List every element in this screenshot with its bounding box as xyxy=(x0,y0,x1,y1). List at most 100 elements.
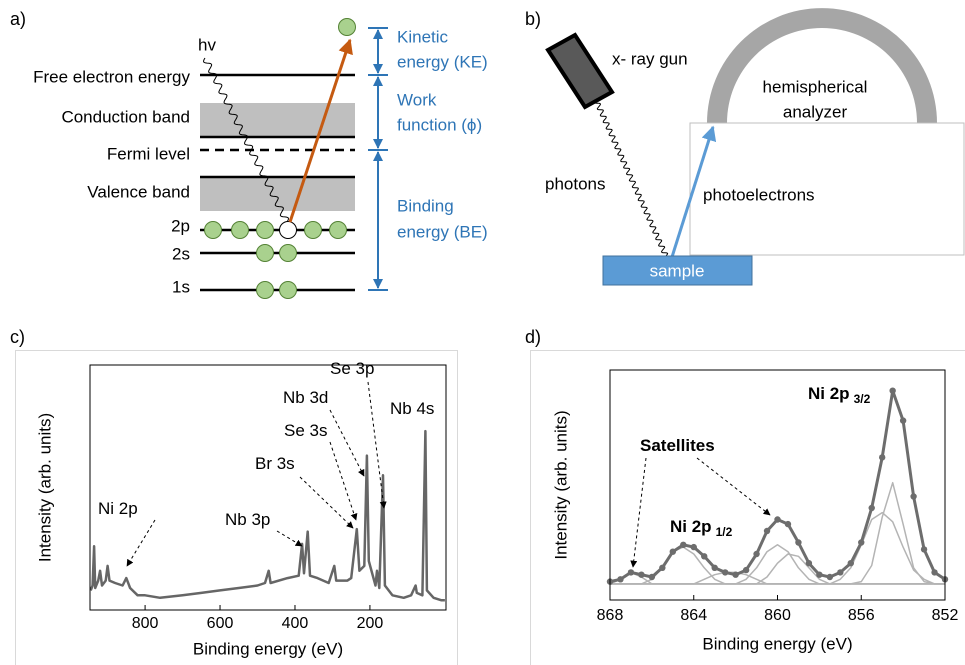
level-label: 2s xyxy=(172,244,190,263)
annotation-arrow xyxy=(329,409,365,477)
x-axis-label: Binding energy (eV) xyxy=(193,639,343,658)
data-point xyxy=(795,539,802,546)
x-tick-label: 868 xyxy=(597,607,624,624)
y-axis-label: Intensity (arb. units) xyxy=(551,410,570,559)
analyzer-box xyxy=(689,122,965,256)
energy-diagram: hv Free electron energy Conduction band … xyxy=(33,18,488,299)
annotation-arrow xyxy=(630,457,647,568)
data-point xyxy=(826,573,834,581)
data-point xyxy=(617,576,624,583)
annotation-text: Satellites xyxy=(640,436,715,455)
sample-label: sample xyxy=(650,261,705,280)
annotation-arrow xyxy=(299,476,354,529)
level-label: Valence band xyxy=(87,182,190,201)
plot-frame xyxy=(89,364,447,611)
data-point xyxy=(784,520,792,528)
x-tick-label: 864 xyxy=(680,607,707,624)
x-tick-label: 600 xyxy=(207,615,234,632)
x-axis-label: Binding energy (eV) xyxy=(702,634,852,653)
x-tick-label: 400 xyxy=(282,615,309,632)
data-point xyxy=(878,454,886,461)
energy-label: Binding xyxy=(397,196,454,215)
analyzer-label: analyzer xyxy=(783,102,848,121)
data-point xyxy=(910,493,917,500)
photon-wave xyxy=(593,99,669,257)
electron-arrow xyxy=(670,125,717,258)
data-point xyxy=(931,569,938,576)
analyzer-arc xyxy=(707,8,937,123)
data-point xyxy=(899,417,907,424)
plot xyxy=(89,429,445,602)
energy-scale xyxy=(368,27,388,291)
panel-label: c) xyxy=(10,327,25,347)
annotation-sub: 1/2 xyxy=(716,525,733,539)
level-label: 1s xyxy=(172,277,190,296)
data-point xyxy=(763,527,771,535)
data-point xyxy=(690,543,697,551)
data-point xyxy=(638,571,645,578)
panel-frame xyxy=(530,350,965,665)
panel-label: b) xyxy=(525,9,541,29)
annotation: Satellites xyxy=(640,436,715,455)
data-point xyxy=(742,566,750,574)
source-label: x- ray gun xyxy=(612,49,688,68)
annotation: Br 3s xyxy=(255,454,295,473)
data-point xyxy=(627,569,635,576)
photon-label: hv xyxy=(198,35,216,54)
x-tick-label: 856 xyxy=(848,607,875,624)
annotation-arrow xyxy=(276,530,303,547)
energy-label: Work xyxy=(397,90,437,109)
spectrum-line xyxy=(609,571,945,585)
photons-label: photons xyxy=(545,174,606,193)
plot xyxy=(606,387,949,585)
data-point xyxy=(648,573,656,581)
data-point xyxy=(659,564,666,571)
energy-label: energy (KE) xyxy=(397,52,488,71)
annotation-text: Ni 2p xyxy=(98,499,138,518)
annotation-arrow xyxy=(329,441,358,521)
annotation-sub: 3/2 xyxy=(854,392,871,406)
annotation-text: Ni 2p xyxy=(808,384,850,403)
annotation: Se 3p xyxy=(330,359,374,378)
data-point xyxy=(701,553,708,560)
spectrum-line xyxy=(609,389,946,584)
data-point xyxy=(868,504,875,512)
annotation: Nb 3d xyxy=(283,388,328,407)
photon-wave xyxy=(203,57,289,223)
data-point xyxy=(774,516,781,523)
analyzer-label: hemispherical xyxy=(763,77,868,96)
electrons xyxy=(204,18,356,299)
x-ray-gun xyxy=(545,32,615,110)
annotation-text: Se 3p xyxy=(330,359,374,378)
energy-label: function (ϕ) xyxy=(397,115,482,134)
data-point xyxy=(711,564,718,571)
annotation-text: Nb 3d xyxy=(283,388,328,407)
data-point xyxy=(680,541,687,548)
annotation-arrow xyxy=(126,519,156,567)
annotation-text: Br 3s xyxy=(255,454,295,473)
data-point xyxy=(753,550,760,558)
annotation-text: Nb 3p xyxy=(225,510,270,529)
y-axis-label: Intensity (arb. units) xyxy=(35,413,54,562)
x-tick-label: 852 xyxy=(932,607,959,624)
x-tick-label: 800 xyxy=(132,615,159,632)
sample xyxy=(602,255,753,286)
x-tick-label: 860 xyxy=(764,607,791,624)
band xyxy=(200,103,355,137)
data-point xyxy=(858,539,865,546)
level-label: Fermi level xyxy=(107,144,190,163)
annotation: Ni 2p 3/2 xyxy=(808,384,871,406)
band xyxy=(200,177,355,211)
data-point xyxy=(837,569,844,576)
electrons-label: photoelectrons xyxy=(703,185,815,204)
data-point xyxy=(847,560,854,567)
panel-label: d) xyxy=(525,327,541,347)
annotation-arrow xyxy=(696,457,771,516)
data-point xyxy=(816,571,823,578)
panel-frame xyxy=(15,350,458,665)
data-point xyxy=(920,546,928,553)
electron-arrow xyxy=(288,38,353,223)
annotation: Se 3s xyxy=(284,421,327,440)
spectrum-line xyxy=(610,571,945,585)
